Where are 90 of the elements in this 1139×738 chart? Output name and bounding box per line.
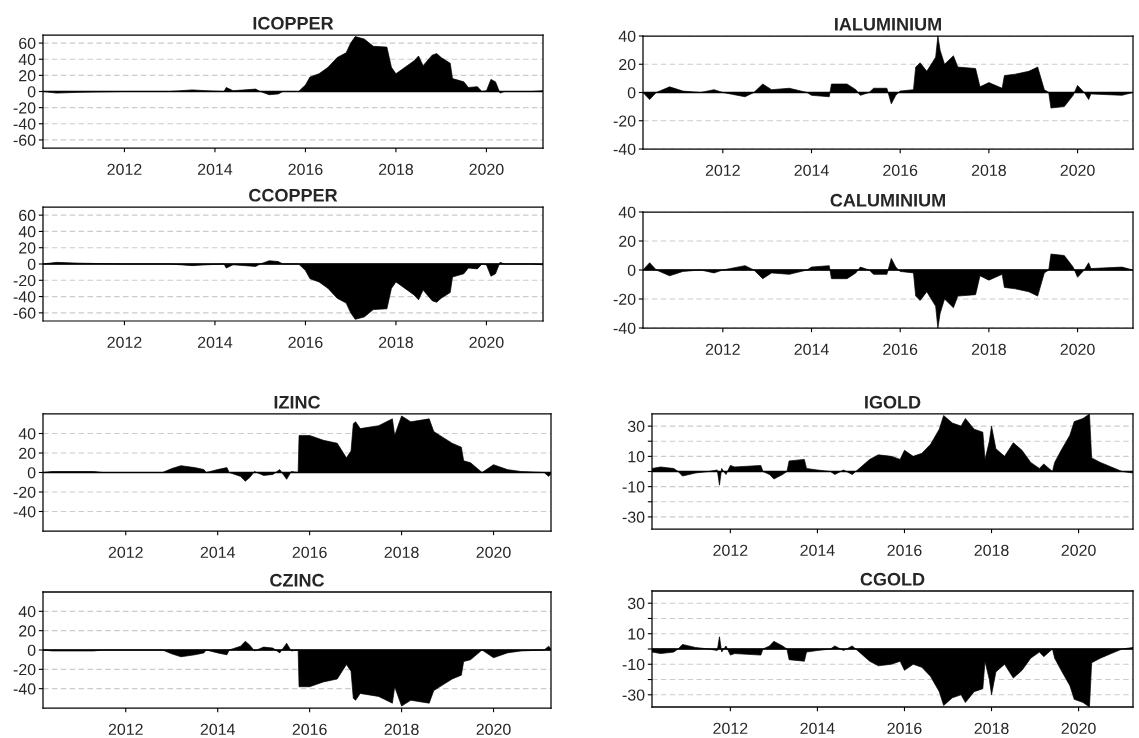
chart-title: CZINC — [270, 573, 325, 587]
x-tick-label: 2012 — [713, 544, 748, 557]
y-tick-label: 0 — [27, 644, 36, 656]
y-tick-label: 40 — [618, 30, 636, 42]
chart-title: CCOPPER — [249, 188, 338, 202]
x-tick-label: 2014 — [800, 544, 835, 557]
y-tick-label: -40 — [13, 506, 36, 518]
y-tick-label: -60 — [13, 134, 36, 146]
y-tick-label: -20 — [13, 102, 36, 114]
x-tick-label: 2016 — [887, 722, 922, 735]
y-tick-label: 60 — [19, 209, 36, 222]
x-tick-label: 2012 — [107, 336, 142, 349]
x-tick-label: 2018 — [378, 336, 414, 349]
y-tick-label: -40 — [613, 143, 636, 155]
x-tick-label: 2012 — [705, 164, 740, 177]
x-tick-label: 2014 — [794, 343, 829, 356]
y-tick-label: 40 — [18, 53, 36, 66]
y-tick-label: -40 — [613, 322, 636, 334]
x-tick-label: 2016 — [292, 723, 327, 736]
x-tick-label: 2016 — [288, 336, 323, 349]
chart-title: CALUMINIUM — [830, 193, 945, 207]
y-tick-label: -20 — [13, 274, 36, 287]
y-tick-label: 40 — [618, 206, 636, 218]
y-tick-label: 0 — [27, 258, 36, 270]
y-tick-label: -30 — [622, 689, 645, 701]
y-tick-label: -40 — [13, 291, 36, 303]
x-tick-label: 2012 — [713, 722, 748, 735]
x-tick-label: 2016 — [887, 544, 922, 557]
x-tick-label: 2014 — [197, 336, 233, 349]
x-tick-label: 2018 — [384, 546, 419, 559]
x-tick-label: 2018 — [971, 164, 1006, 177]
x-tick-label: 2016 — [883, 343, 918, 356]
x-tick-label: 2020 — [469, 336, 504, 349]
y-tick-label: 30 — [627, 597, 645, 610]
y-tick-label: -20 — [13, 486, 36, 498]
y-tick-label: 40 — [18, 605, 36, 618]
x-tick-label: 2016 — [288, 163, 323, 176]
y-tick-label: 20 — [19, 69, 36, 82]
x-tick-label: 2012 — [108, 546, 143, 559]
x-tick-label: 2016 — [883, 164, 918, 177]
x-tick-label: 2012 — [705, 343, 740, 356]
x-tick-label: 2018 — [974, 722, 1009, 735]
y-tick-label: -20 — [13, 663, 36, 676]
y-tick-label: 20 — [19, 447, 36, 459]
chart-title: IZINC — [274, 395, 321, 409]
x-tick-label: 2018 — [378, 163, 414, 176]
y-tick-label: 0 — [627, 87, 636, 99]
x-tick-label: 2020 — [1061, 544, 1096, 557]
y-tick-label: -60 — [13, 307, 36, 319]
chart-title: IGOLD — [865, 395, 921, 409]
x-tick-label: 2020 — [1060, 343, 1095, 356]
x-tick-label: 2020 — [1061, 722, 1096, 735]
x-tick-label: 2020 — [1060, 164, 1095, 177]
x-tick-label: 2020 — [469, 163, 504, 176]
x-tick-label: 2018 — [971, 343, 1006, 356]
y-tick-label: -40 — [13, 683, 36, 695]
y-tick-label: 20 — [19, 625, 36, 637]
x-tick-label: 2014 — [800, 722, 835, 735]
y-tick-label: 60 — [19, 37, 36, 50]
x-tick-label: 2016 — [292, 546, 327, 559]
y-tick-label: -20 — [613, 115, 636, 127]
x-tick-label: 2018 — [974, 544, 1009, 557]
y-tick-label: 20 — [619, 235, 636, 247]
x-tick-label: 2014 — [200, 723, 235, 736]
y-tick-label: -40 — [13, 118, 36, 130]
y-tick-label: 30 — [627, 420, 645, 433]
chart-title: IALUMINIUM — [835, 18, 941, 31]
y-tick-label: 0 — [27, 467, 36, 479]
x-tick-label: 2012 — [108, 723, 143, 736]
x-tick-label: 2014 — [794, 164, 829, 177]
y-tick-label: 20 — [19, 242, 36, 254]
y-tick-label: -20 — [613, 293, 636, 305]
chart-title: CGOLD — [860, 572, 925, 586]
x-tick-label: 2018 — [384, 723, 419, 736]
y-tick-label: 20 — [619, 58, 636, 71]
x-tick-label: 2012 — [107, 163, 142, 176]
y-tick-label: -10 — [622, 658, 645, 671]
chart-title: ICOPPER — [253, 16, 334, 30]
x-tick-label: 2020 — [476, 546, 511, 559]
y-tick-label: 0 — [27, 86, 36, 98]
y-tick-label: -30 — [622, 511, 645, 523]
y-tick-label: 40 — [18, 226, 36, 238]
y-tick-label: -10 — [622, 481, 645, 493]
y-tick-label: 0 — [627, 264, 636, 276]
x-tick-label: 2020 — [476, 723, 511, 736]
x-tick-label: 2014 — [197, 163, 233, 176]
y-tick-label: 10 — [628, 628, 645, 640]
y-tick-label: 40 — [18, 428, 36, 440]
y-tick-label: 10 — [628, 451, 645, 463]
x-tick-label: 2014 — [200, 546, 235, 559]
